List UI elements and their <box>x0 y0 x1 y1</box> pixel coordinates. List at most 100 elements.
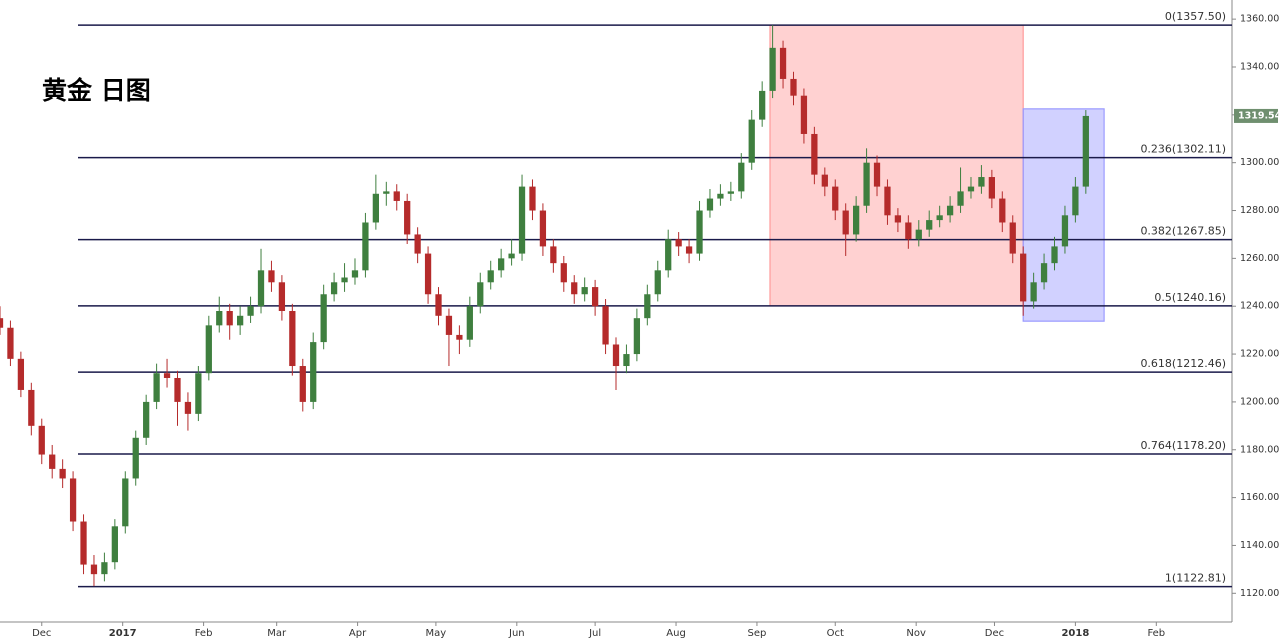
candle-body <box>341 277 348 283</box>
candle-body <box>581 287 588 295</box>
candle-body <box>706 198 714 211</box>
candle-body <box>727 191 734 194</box>
candle-body <box>28 389 35 426</box>
candle-body <box>477 282 484 307</box>
candle-body <box>884 186 891 216</box>
candle-body <box>612 344 620 367</box>
candle-body <box>7 327 14 359</box>
candle-body <box>591 287 599 307</box>
candle-body <box>49 454 56 469</box>
x-tick-label: 2018 <box>1061 628 1089 639</box>
candle-body <box>748 119 755 163</box>
candle-body <box>456 334 463 340</box>
candle-body <box>821 174 828 187</box>
candle-body <box>665 239 672 271</box>
y-tick-label: 1140.00 <box>1240 540 1279 551</box>
candle-body <box>216 311 223 326</box>
candle-body <box>101 562 108 575</box>
candle-body <box>988 177 995 199</box>
y-tick-label: 1260.00 <box>1240 253 1279 264</box>
candle-body <box>1020 253 1027 302</box>
candle-body <box>174 377 181 402</box>
fib-label: 0.764(1178.20) <box>1140 439 1226 452</box>
candle-body <box>675 239 682 247</box>
candle-body <box>69 478 77 522</box>
candle-body <box>351 270 359 278</box>
candle-body <box>111 526 118 563</box>
candle-body <box>498 258 505 271</box>
y-tick-label: 1220.00 <box>1240 349 1279 360</box>
candle-body <box>320 294 327 343</box>
candle-body <box>330 282 338 295</box>
candle-body <box>978 177 985 187</box>
candle-body <box>80 521 87 565</box>
candle-body <box>685 246 693 254</box>
y-tick-label: 1200.00 <box>1240 396 1279 407</box>
price-tag-bg <box>1234 108 1278 123</box>
candle-body <box>404 200 411 235</box>
candle-body <box>1009 222 1016 254</box>
zone <box>769 24 1024 307</box>
candle-body <box>654 270 661 295</box>
candle-body <box>915 229 922 240</box>
candle-body <box>0 318 4 328</box>
candle-body <box>184 401 192 414</box>
candle-body <box>466 306 473 340</box>
y-tick-label: 1180.00 <box>1240 444 1279 455</box>
y-tick-label: 1340.00 <box>1240 61 1279 72</box>
candle-body <box>122 478 129 527</box>
candle-body <box>153 373 160 402</box>
candle-body <box>842 210 849 235</box>
price-tag: 1319.54 <box>1238 110 1280 121</box>
candle-body <box>623 354 630 367</box>
candle-body <box>769 47 776 91</box>
x-tick-label: Apr <box>349 628 367 639</box>
candle-body <box>163 373 171 378</box>
x-tick-label: Sep <box>748 628 767 639</box>
candle-body <box>800 95 808 134</box>
fib-label: 1(1122.81) <box>1165 572 1226 585</box>
candle-body <box>873 162 881 187</box>
candle-body <box>717 193 724 199</box>
x-tick-label: 2017 <box>109 628 137 639</box>
x-tick-label: Dec <box>32 628 51 639</box>
fib-label: 0.618(1212.46) <box>1140 357 1226 370</box>
x-tick-label: Aug <box>666 628 686 639</box>
y-tick-label: 1300.00 <box>1240 157 1279 168</box>
candle-body <box>946 205 954 216</box>
candle-body <box>539 210 547 247</box>
candle-body <box>205 325 212 374</box>
candle-body <box>132 437 139 479</box>
x-tick-label: Jun <box>508 628 525 639</box>
candle-body <box>1061 215 1069 247</box>
candle-body <box>414 234 421 254</box>
candle-body <box>508 253 515 259</box>
x-tick-label: May <box>426 628 447 639</box>
candle-body <box>853 205 860 235</box>
candle-body <box>445 315 453 335</box>
candle-body <box>268 270 275 283</box>
candle-body <box>278 282 286 311</box>
candle-body <box>790 78 797 96</box>
candle-body <box>1030 282 1037 302</box>
candle-body <box>759 90 766 120</box>
candle-body <box>602 306 609 345</box>
candle-body <box>257 270 265 307</box>
candle-body <box>644 294 651 319</box>
fib-label: 0.236(1302.11) <box>1140 143 1226 156</box>
candle-body <box>435 294 442 316</box>
candle-body <box>696 210 703 254</box>
x-tick-label: Feb <box>195 628 213 639</box>
candle-body <box>143 401 150 438</box>
candle-body <box>863 162 870 206</box>
candle-body <box>247 306 254 316</box>
candle-body <box>905 222 912 240</box>
candle-body <box>237 315 244 326</box>
candle-body <box>310 342 317 402</box>
x-tick-label: Feb <box>1147 628 1165 639</box>
candle-body <box>738 162 745 192</box>
candle-body <box>424 253 432 295</box>
candle-body <box>226 311 233 326</box>
